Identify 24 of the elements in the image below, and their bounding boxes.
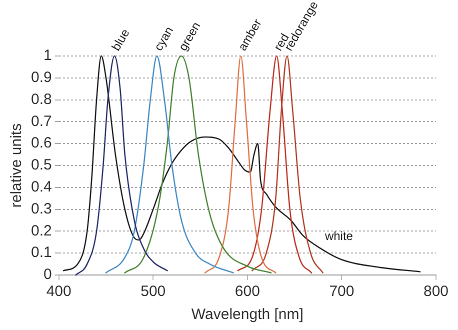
x-tick-label: 600: [234, 283, 260, 300]
y-tick-label: 0.6: [30, 134, 52, 152]
y-tick-label: 0.1: [30, 244, 52, 262]
line-series: [124, 55, 272, 274]
y-tick-label: 0.8: [30, 90, 52, 108]
x-tick-label: 800: [423, 283, 449, 300]
y-axis-title: relative units: [8, 123, 26, 208]
y-tick-label: 0: [44, 266, 52, 284]
series-label: white: [324, 229, 354, 244]
line-series: [204, 55, 276, 274]
x-tick-label: 700: [329, 283, 354, 300]
y-tick-label: 0.7: [30, 112, 52, 130]
y-tick-label: 0.9: [30, 69, 52, 86]
x-tick-label: 500: [140, 283, 166, 300]
line-series: [105, 55, 234, 274]
y-tick-label: 0.2: [30, 222, 52, 240]
y-tick-label: 0.3: [30, 200, 52, 218]
line-series: [75, 55, 168, 276]
line-series: [62, 55, 421, 272]
y-tick-label: 1: [44, 47, 52, 64]
x-tick-label: 400: [46, 283, 72, 300]
y-tick-label: 0.4: [30, 178, 52, 196]
x-axis-title: Wavelength [nm]: [191, 306, 304, 324]
y-tick-label: 0.5: [30, 156, 52, 174]
